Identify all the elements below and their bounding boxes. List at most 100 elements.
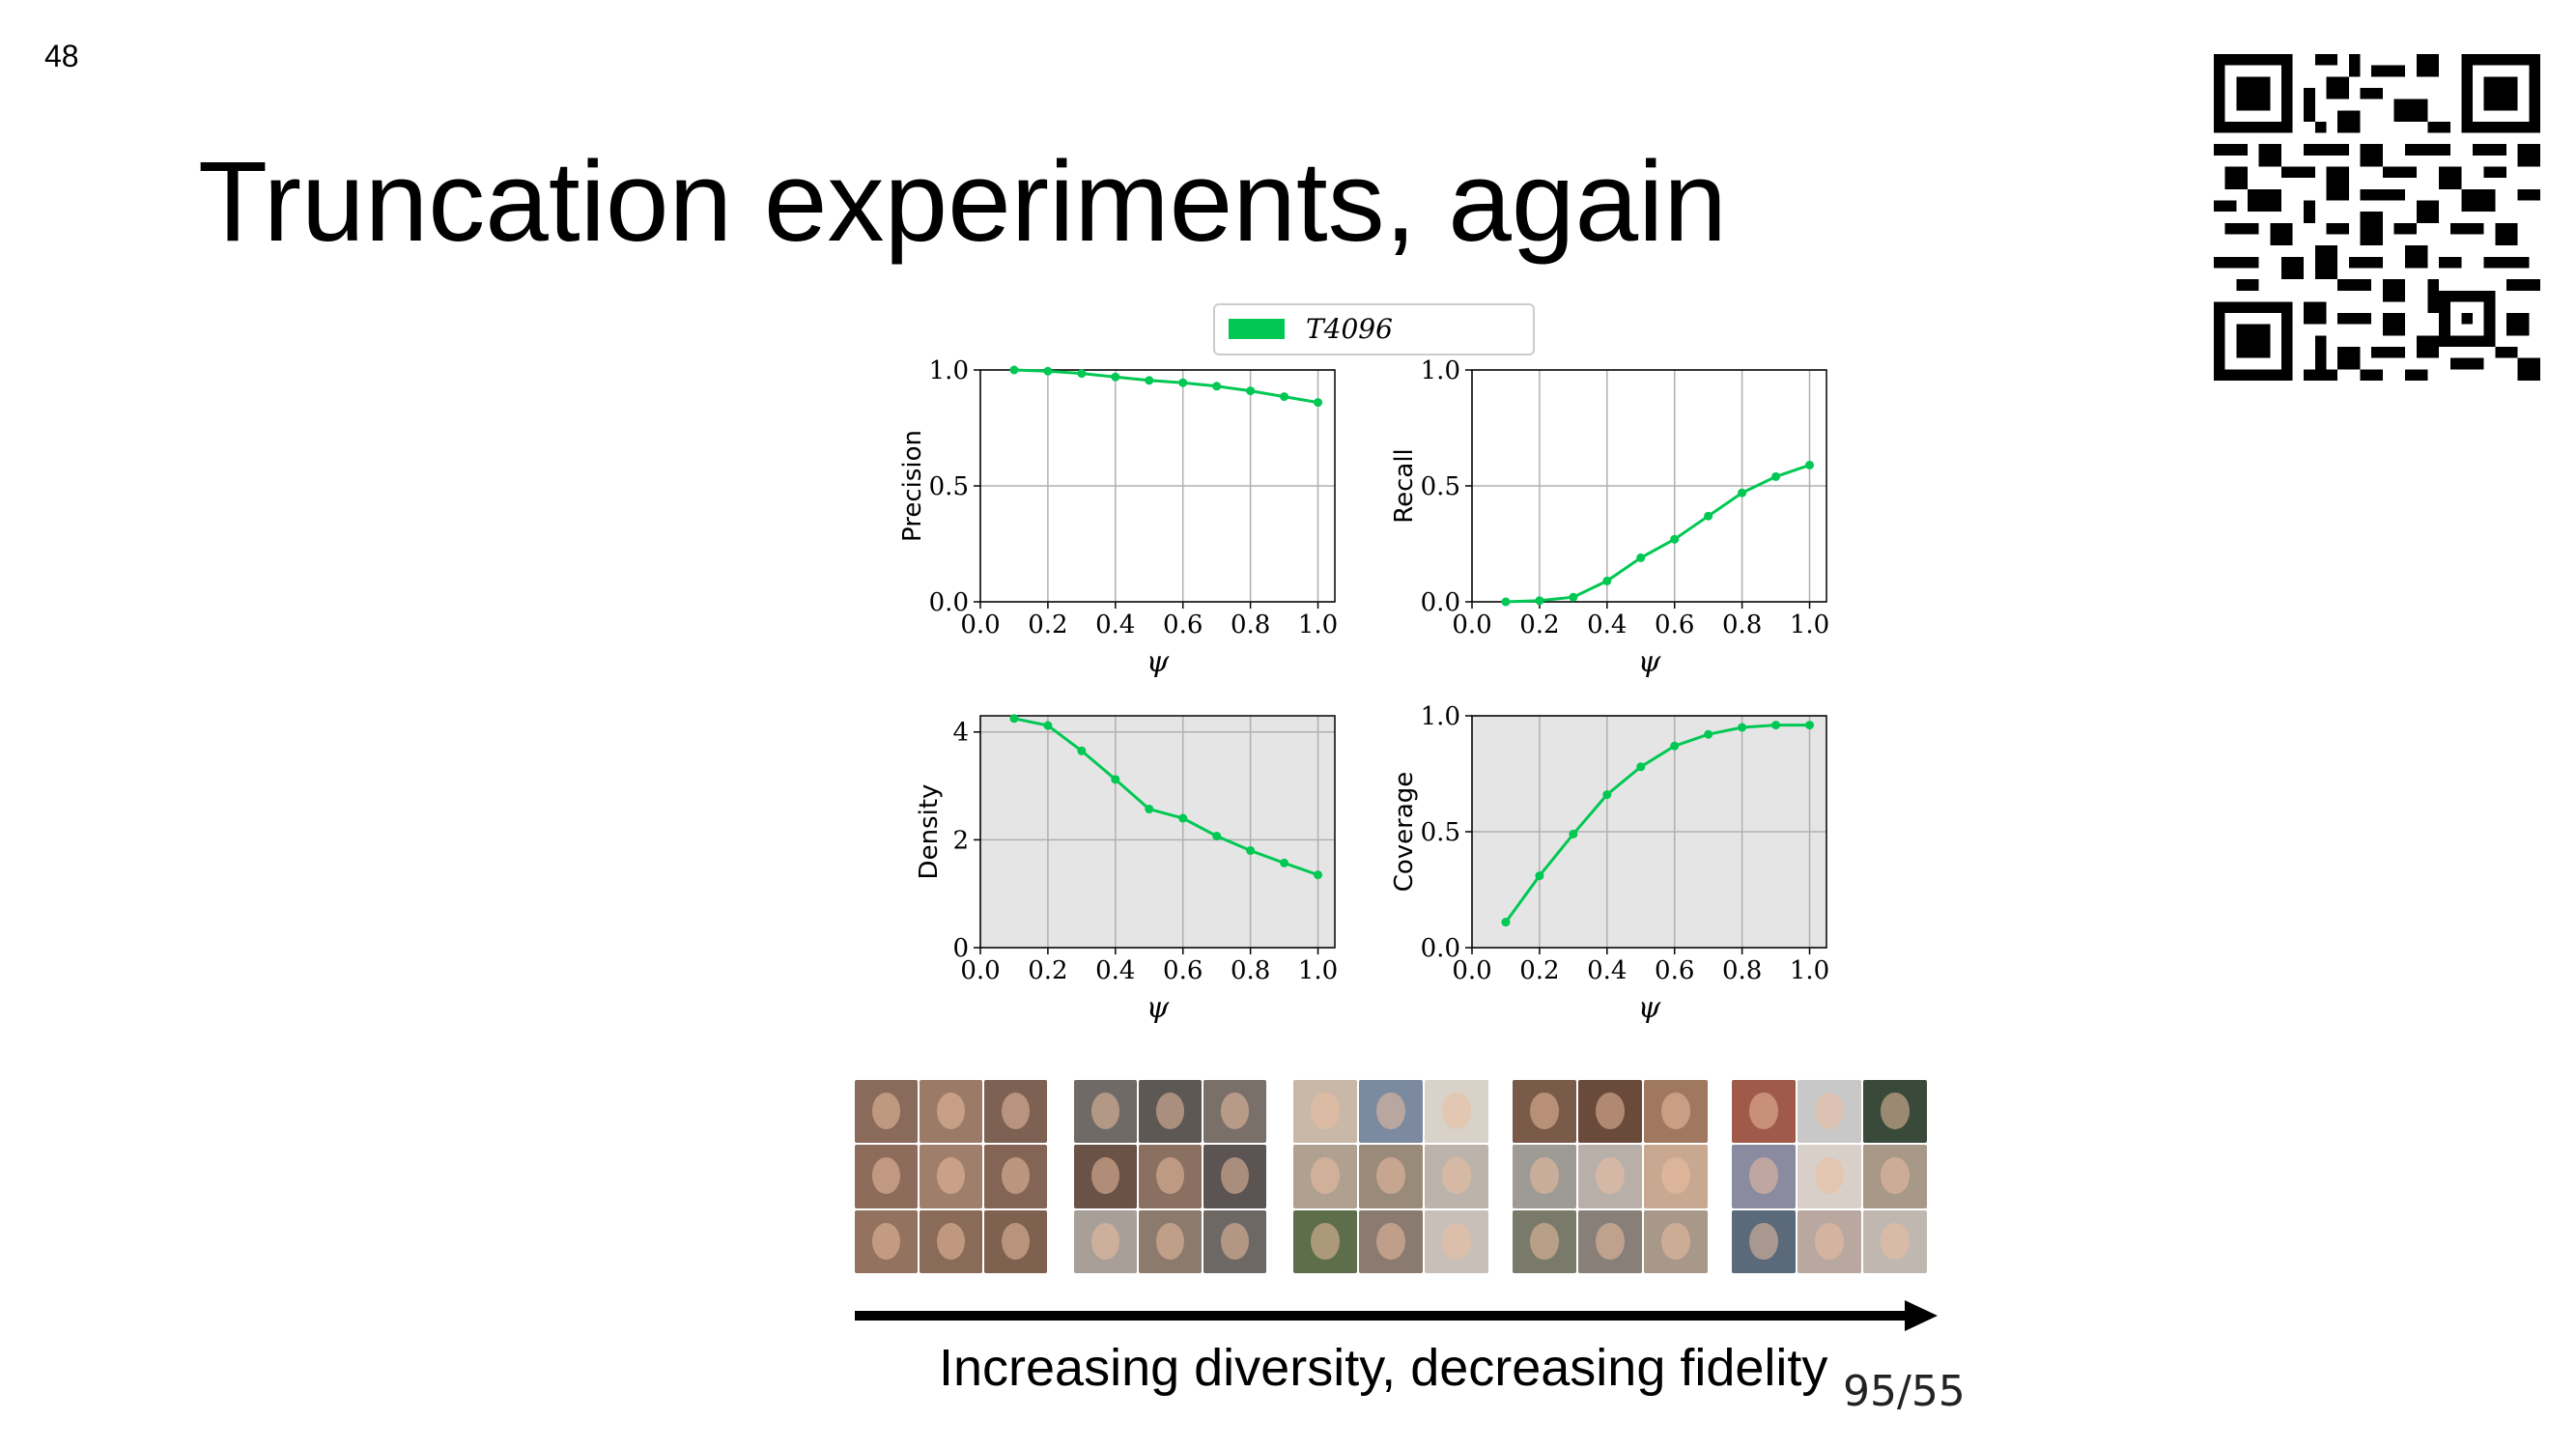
x-tick-label: 0.2 bbox=[1519, 956, 1559, 985]
y-tick-label: 0.0 bbox=[929, 588, 969, 617]
series-line bbox=[1505, 463, 1811, 604]
data-point bbox=[1771, 721, 1781, 730]
face-sample bbox=[1074, 1080, 1137, 1144]
data-point bbox=[1246, 386, 1256, 396]
face-sample bbox=[855, 1080, 918, 1144]
plot-frame bbox=[1471, 369, 1827, 603]
face-sample bbox=[1139, 1209, 1202, 1273]
face-sample bbox=[1798, 1209, 1861, 1273]
face-sample bbox=[1359, 1080, 1423, 1144]
data-point bbox=[1771, 471, 1781, 481]
data-point bbox=[1670, 534, 1680, 544]
data-point bbox=[1569, 829, 1578, 838]
x-tick-label: 0.0 bbox=[960, 956, 1000, 985]
y-tick-label: 2 bbox=[952, 826, 969, 855]
data-point bbox=[1501, 597, 1511, 607]
legend-box bbox=[1213, 303, 1535, 355]
data-point bbox=[1212, 831, 1222, 840]
face-sample bbox=[1798, 1145, 1861, 1208]
face-sample bbox=[1203, 1145, 1266, 1208]
y-tick-label: 1.0 bbox=[929, 356, 969, 385]
page-counter: 95/55 bbox=[1843, 1367, 1966, 1416]
face-sample bbox=[1203, 1209, 1266, 1273]
face-sample bbox=[1425, 1080, 1488, 1144]
data-point bbox=[1569, 592, 1578, 602]
face-sample bbox=[984, 1145, 1047, 1208]
data-point bbox=[1738, 488, 1747, 497]
data-point bbox=[1178, 813, 1188, 823]
data-point bbox=[1704, 729, 1713, 739]
data-point bbox=[1043, 721, 1053, 730]
data-point bbox=[1145, 805, 1154, 814]
face-sample bbox=[1578, 1145, 1642, 1208]
plot-frame bbox=[979, 369, 1336, 603]
data-point bbox=[1246, 846, 1256, 856]
face-sample-grid-5 bbox=[1732, 1080, 1927, 1273]
face-sample bbox=[1798, 1080, 1861, 1144]
face-sample bbox=[1578, 1209, 1642, 1273]
face-sample bbox=[1863, 1209, 1927, 1273]
face-sample bbox=[1578, 1080, 1642, 1144]
data-point bbox=[1501, 918, 1511, 927]
slide-number: 48 bbox=[44, 39, 79, 73]
y-tick-label: 0.5 bbox=[1421, 472, 1460, 501]
face-sample bbox=[855, 1145, 918, 1208]
progression-arrow-line bbox=[855, 1311, 1908, 1321]
x-axis-label: ψ bbox=[1638, 991, 1661, 1025]
arrow-right-icon bbox=[1905, 1300, 1938, 1331]
y-axis-label: Precision bbox=[898, 430, 927, 542]
x-tick-label: 0.8 bbox=[1722, 611, 1762, 639]
x-tick-label: 0.0 bbox=[960, 611, 1000, 639]
y-tick-label: 4 bbox=[952, 719, 969, 748]
y-axis-label: Recall bbox=[1390, 448, 1419, 524]
y-tick-label: 0.0 bbox=[1421, 934, 1460, 963]
series-line bbox=[1013, 368, 1318, 405]
data-point bbox=[1280, 392, 1289, 402]
x-tick-label: 0.0 bbox=[1452, 611, 1491, 639]
y-tick-label: 0.0 bbox=[1421, 588, 1460, 617]
x-tick-label: 1.0 bbox=[1790, 956, 1829, 985]
data-point bbox=[1111, 372, 1120, 382]
face-sample bbox=[1203, 1080, 1266, 1144]
data-point bbox=[1145, 376, 1154, 385]
face-sample bbox=[1863, 1145, 1927, 1208]
x-tick-label: 0.4 bbox=[1587, 611, 1627, 639]
face-sample bbox=[920, 1145, 982, 1208]
y-axis-label: Coverage bbox=[1390, 772, 1419, 893]
face-sample-grid-2 bbox=[1074, 1080, 1266, 1273]
face-sample bbox=[1074, 1209, 1137, 1273]
x-axis-label: ψ bbox=[1638, 645, 1661, 679]
x-tick-label: 0.0 bbox=[1452, 956, 1491, 985]
x-tick-label: 0.6 bbox=[1163, 611, 1203, 639]
data-point bbox=[1009, 714, 1019, 724]
x-tick-label: 0.2 bbox=[1028, 611, 1067, 639]
face-sample bbox=[1513, 1145, 1576, 1208]
series-line bbox=[1504, 724, 1810, 923]
data-point bbox=[1805, 460, 1815, 469]
face-sample bbox=[920, 1209, 982, 1273]
legend-entry: T4096 bbox=[1306, 313, 1393, 345]
x-tick-label: 0.8 bbox=[1722, 956, 1762, 985]
face-sample bbox=[855, 1209, 918, 1273]
x-tick-label: 1.0 bbox=[1790, 611, 1829, 639]
face-sample bbox=[1425, 1145, 1488, 1208]
x-tick-label: 1.0 bbox=[1298, 611, 1338, 639]
face-sample bbox=[1513, 1080, 1576, 1144]
chart-panel-density: 0.0 0.2 0.4 0.6 0.8 1.0 0 2 4 ψ Density bbox=[915, 714, 1338, 1025]
x-axis-label: ψ bbox=[1146, 645, 1170, 679]
data-point bbox=[1670, 741, 1680, 751]
data-point bbox=[1636, 762, 1646, 772]
face-sample bbox=[1513, 1209, 1576, 1273]
face-sample bbox=[1359, 1145, 1423, 1208]
y-tick-label: 0.5 bbox=[1421, 818, 1460, 847]
face-sample bbox=[1425, 1209, 1488, 1273]
data-point bbox=[1009, 365, 1019, 375]
x-tick-label: 0.4 bbox=[1587, 956, 1627, 985]
x-tick-label: 0.2 bbox=[1519, 611, 1559, 639]
data-point bbox=[1043, 366, 1053, 376]
y-tick-label: 0.5 bbox=[929, 472, 969, 501]
legend-swatch bbox=[1229, 319, 1285, 339]
data-point bbox=[1535, 871, 1544, 881]
data-point bbox=[1636, 553, 1646, 562]
